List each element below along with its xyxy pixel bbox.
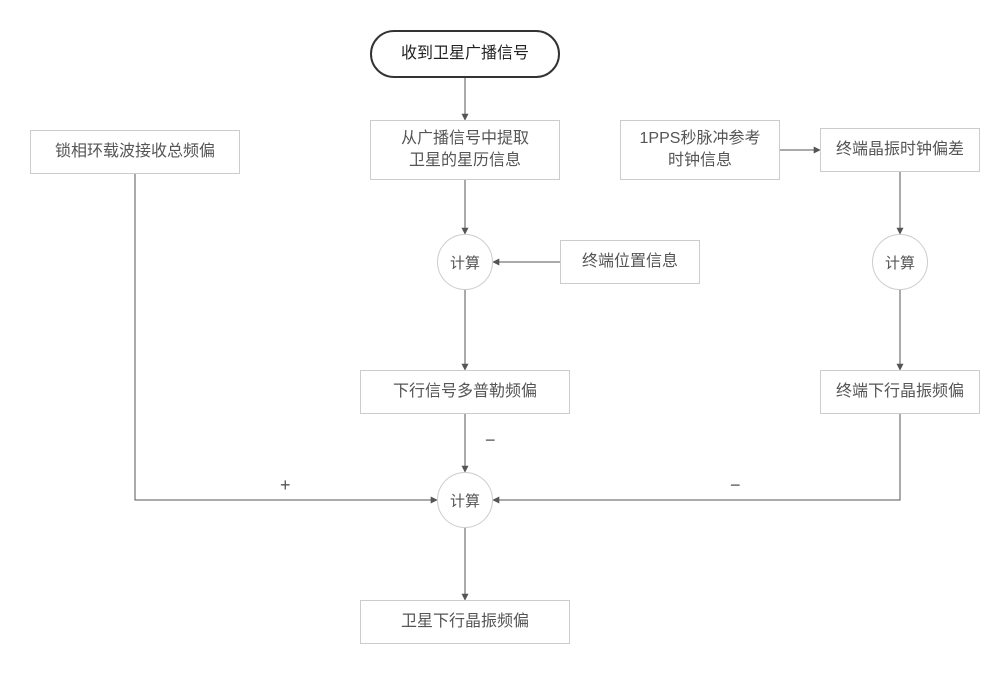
doppler-node: 下行信号多普勒频偏 xyxy=(360,370,570,414)
calc1-circle: 计算 xyxy=(437,234,493,290)
calc3-circle: 计算 xyxy=(437,472,493,528)
flowchart-canvas: 收到卫星广播信号 从广播信号中提取卫星的星历信息 锁相环载波接收总频偏 1PPS… xyxy=(0,0,1000,699)
pll-node: 锁相环载波接收总频偏 xyxy=(30,130,240,174)
start-label: 收到卫星广播信号 xyxy=(401,43,529,65)
start-node: 收到卫星广播信号 xyxy=(370,30,560,78)
calc3-label: 计算 xyxy=(450,490,480,511)
clkdev-label: 终端晶振时钟偏差 xyxy=(836,139,964,161)
sign-plus-text: + xyxy=(280,475,291,495)
edges-layer xyxy=(0,0,1000,699)
termpos-node: 终端位置信息 xyxy=(560,240,700,284)
termpos-label: 终端位置信息 xyxy=(582,251,678,273)
pps-node: 1PPS秒脉冲参考时钟信息 xyxy=(620,120,780,180)
sign-minus1-text: − xyxy=(485,430,496,450)
extract-label: 从广播信号中提取卫星的星历信息 xyxy=(401,128,529,171)
dlxtal-label: 终端下行晶振频偏 xyxy=(836,381,964,403)
clkdev-node: 终端晶振时钟偏差 xyxy=(820,128,980,172)
satxtal-node: 卫星下行晶振频偏 xyxy=(360,600,570,644)
extract-node: 从广播信号中提取卫星的星历信息 xyxy=(370,120,560,180)
sign-minus1: − xyxy=(485,430,496,451)
pps-label: 1PPS秒脉冲参考时钟信息 xyxy=(640,128,761,171)
sign-minus2-text: − xyxy=(730,475,741,495)
sign-minus2: − xyxy=(730,475,741,496)
calc1-label: 计算 xyxy=(450,252,480,273)
satxtal-label: 卫星下行晶振频偏 xyxy=(401,611,529,633)
dlxtal-node: 终端下行晶振频偏 xyxy=(820,370,980,414)
doppler-label: 下行信号多普勒频偏 xyxy=(393,381,537,403)
pll-label: 锁相环载波接收总频偏 xyxy=(55,141,215,163)
calc2-label: 计算 xyxy=(885,252,915,273)
calc2-circle: 计算 xyxy=(872,234,928,290)
sign-plus: + xyxy=(280,475,291,496)
